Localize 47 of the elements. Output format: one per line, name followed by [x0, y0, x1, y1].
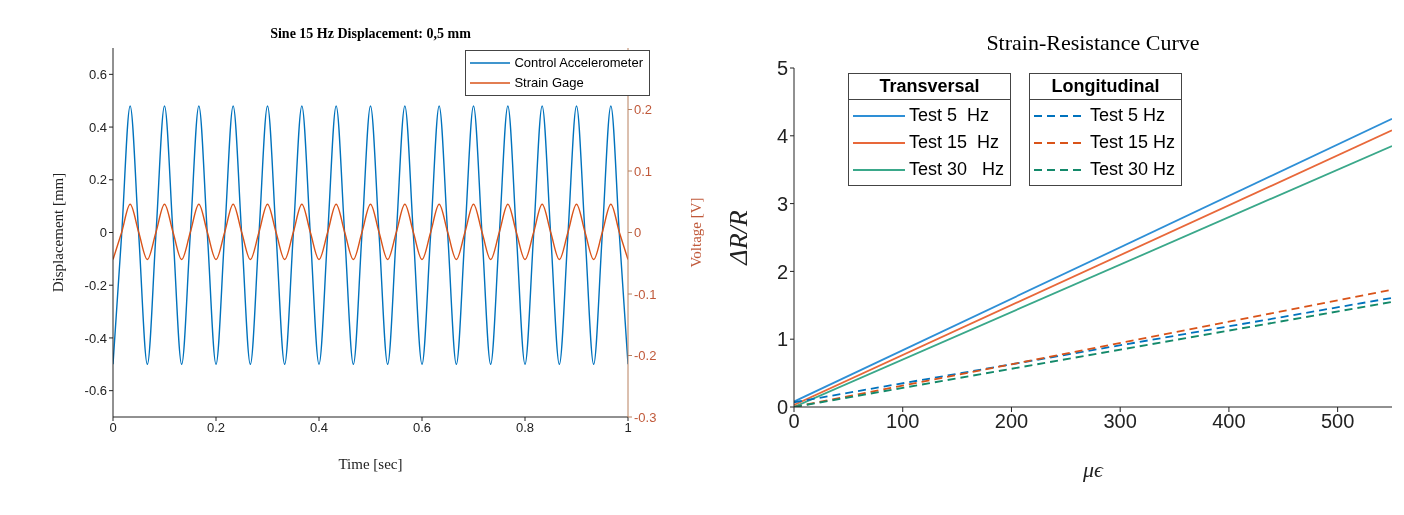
legend-label: Test 5 Hz [1090, 104, 1166, 127]
legend-label: Test 30 Hz [1090, 158, 1176, 181]
x-axis-title: μϵ [1082, 457, 1105, 482]
x-tick-label: 0.4 [309, 420, 329, 436]
x-axis-title: Time [sec] [338, 456, 403, 472]
y-tick-label: 0.2 [88, 172, 107, 188]
y2-tick-label: -0.1 [634, 286, 657, 302]
y-axis-title: Displacement [mm] [50, 172, 67, 293]
legend-label: Test 30 Hz [909, 158, 1005, 181]
legend-label: Strain Gage [514, 74, 584, 92]
x-tick-label: 0.6 [412, 420, 432, 436]
y2-tick-label: -0.3 [634, 409, 657, 425]
y-tick-label: 3 [776, 192, 788, 215]
chart-title: Sine 15 Hz Displacement: 0,5 mm [269, 26, 472, 42]
annotation: Transversal [849, 74, 1011, 100]
x-tick-label: 0 [109, 420, 117, 436]
y2-tick-label: -0.2 [634, 348, 657, 364]
x-tick-label: 400 [1212, 410, 1246, 433]
annotation: Longitudinal [1030, 74, 1182, 100]
y-tick-label: -0.6 [84, 383, 107, 399]
y2-tick-label: 0.1 [634, 163, 653, 179]
y-tick-label: 0 [99, 225, 107, 241]
legend-label: Control Accelerometer [514, 54, 643, 72]
legend-label: Test 5 Hz [909, 104, 990, 127]
x-tick-label: 200 [994, 410, 1029, 433]
x-tick-label: 0.8 [515, 420, 535, 436]
x-tick-label: 0.2 [206, 420, 226, 436]
y-axis-title: ΔR/R [724, 210, 754, 266]
y-tick-label: 1 [776, 328, 788, 351]
x-tick-label: 300 [1103, 410, 1137, 433]
y-tick-label: 0.4 [88, 119, 107, 135]
chart-title: Strain-Resistance Curve [985, 30, 1201, 56]
y2-axis-title: Voltage [V] [688, 197, 705, 268]
y2-tick-label: 0 [634, 225, 642, 241]
x-tick-label: 500 [1320, 410, 1355, 433]
x-tick-label: 1 [624, 420, 632, 436]
y-tick-label: 4 [776, 124, 788, 147]
y-tick-label: 0 [776, 396, 788, 419]
y-tick-label: 2 [776, 260, 788, 283]
y-tick-label: 5 [776, 57, 788, 80]
y-tick-label: -0.2 [84, 277, 107, 293]
legend-label: Test 15 Hz [909, 131, 1000, 154]
y2-tick-label: 0.2 [634, 102, 653, 118]
legend-label: Test 15 Hz [1090, 131, 1176, 154]
y-tick-label: -0.4 [84, 330, 107, 346]
x-tick-label: 100 [886, 410, 920, 433]
y-tick-label: 0.6 [88, 66, 107, 82]
